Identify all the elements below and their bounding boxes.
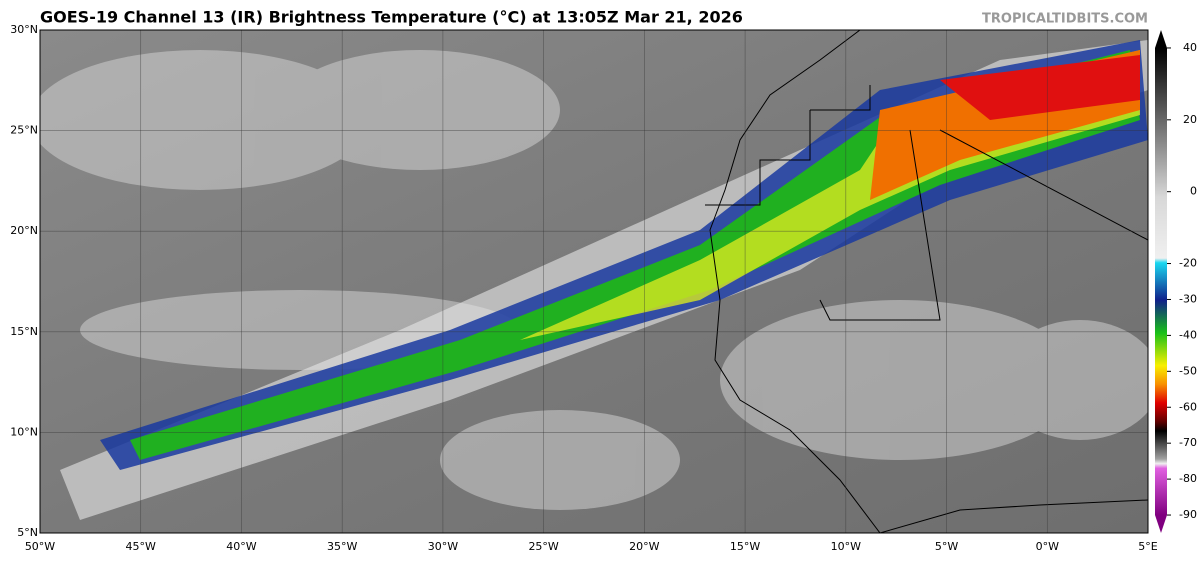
- lat-label: 10°N: [10, 425, 38, 438]
- title: GOES-19 Channel 13 (IR) Brightness Tempe…: [40, 8, 743, 27]
- colorbar-label: -30: [1179, 292, 1197, 305]
- colorbar-label: 40: [1183, 41, 1197, 54]
- colorbar-label: -40: [1179, 328, 1197, 341]
- colorbar-label: -60: [1179, 400, 1197, 413]
- lon-label: 30°W: [428, 540, 458, 553]
- lon-label: 5°W: [935, 540, 958, 553]
- colorbar-cap: [1155, 515, 1167, 533]
- colorbar-label: -90: [1179, 508, 1197, 521]
- colorbar-cap: [1155, 30, 1167, 48]
- coastlines: [705, 30, 1148, 533]
- lat-label: 30°N: [10, 23, 38, 36]
- colorbar-label: -50: [1179, 364, 1197, 377]
- lon-label: 25°W: [528, 540, 558, 553]
- colorbar: [1155, 48, 1167, 515]
- lat-label: 20°N: [10, 224, 38, 237]
- lon-label: 0°W: [1036, 540, 1059, 553]
- colorbar-label: -20: [1179, 257, 1197, 270]
- lon-label: 10°W: [831, 540, 861, 553]
- imagery: [40, 30, 1148, 533]
- colorbar-label: -80: [1179, 472, 1197, 485]
- watermark: TROPICALTIDBITS.COM: [982, 12, 1148, 27]
- lat-label: 25°N: [10, 124, 38, 137]
- lat-label: 15°N: [10, 325, 38, 338]
- lat-label: 5°N: [17, 526, 38, 539]
- lon-label: 15°W: [730, 540, 760, 553]
- colorbar-label: 20: [1183, 113, 1197, 126]
- colorbar-label: -70: [1179, 436, 1197, 449]
- map-frame: [39, 29, 1149, 534]
- lon-label: 35°W: [327, 540, 357, 553]
- lon-label: 50°W: [25, 540, 55, 553]
- colorbar-label: 0: [1190, 185, 1197, 198]
- lon-label: 40°W: [226, 540, 256, 553]
- lon-label: 20°W: [629, 540, 659, 553]
- lon-label: 5°E: [1138, 540, 1157, 553]
- lon-label: 45°W: [126, 540, 156, 553]
